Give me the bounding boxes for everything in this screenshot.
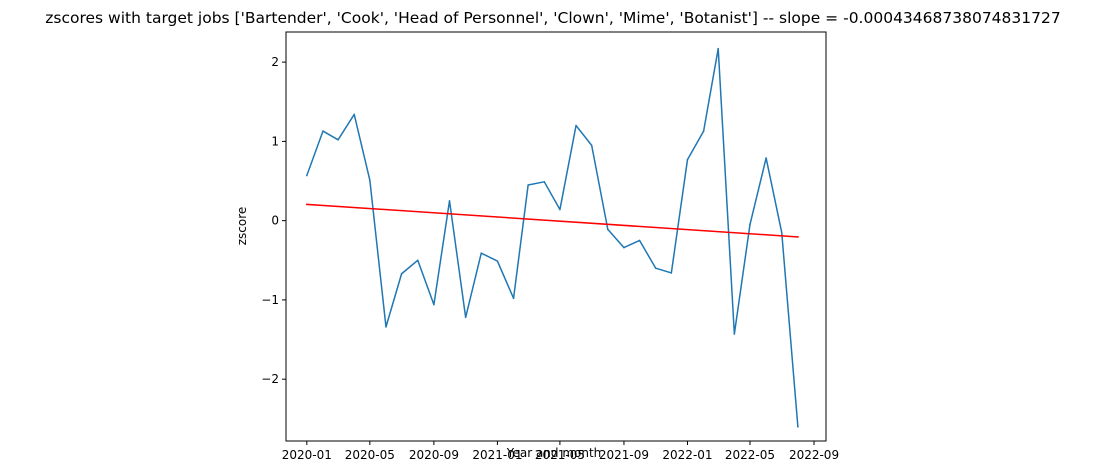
- zscore-series-line: [305, 47, 799, 428]
- zscore-data-point: [733, 333, 736, 335]
- zscore-data-point: [749, 223, 751, 226]
- zscore-data-point: [670, 272, 673, 274]
- zscore-data-point: [480, 252, 483, 254]
- y-tick-label: 1: [271, 134, 279, 148]
- x-tick-label: 2021-01: [472, 448, 522, 462]
- y-tick-label: −1: [261, 293, 279, 307]
- zscore-data-point: [400, 273, 403, 275]
- plot-frame: [285, 31, 827, 442]
- x-tick-label: 2020-09: [409, 448, 459, 462]
- x-axis-ticks: 2020-01 2020-05 2020-09 2021-01 2021-05 2021-…: [282, 441, 839, 462]
- zscore-data-point: [638, 239, 641, 242]
- trend-endpoint: [306, 203, 308, 206]
- trend-endpoint: [797, 236, 799, 238]
- zscore-data-point: [527, 184, 529, 186]
- y-tick-label: 0: [271, 214, 279, 228]
- y-tick-label: −2: [261, 372, 279, 386]
- zscore-data-point: [448, 200, 451, 202]
- zscore-data-point: [433, 303, 435, 306]
- zscore-data-point: [717, 47, 719, 50]
- x-axis-label: Year and month: [506, 446, 602, 460]
- x-tick-label: 2022-09: [789, 448, 839, 462]
- zscore-data-point: [543, 181, 546, 183]
- zscore-data-point: [797, 425, 799, 428]
- zscore-data-point: [623, 246, 625, 249]
- zscore-data-point: [385, 326, 387, 328]
- y-tick-label: 2: [271, 55, 279, 69]
- zscore-data-point: [654, 267, 657, 269]
- zscore-data-point: [607, 228, 609, 231]
- zscore-data-point: [590, 144, 593, 147]
- x-tick-label: 2021-09: [599, 448, 649, 462]
- zscore-data-point: [686, 158, 689, 161]
- zscore-data-point: [780, 231, 783, 234]
- x-tick-label: 2021-05: [535, 448, 585, 462]
- x-tick-label: 2022-05: [725, 448, 775, 462]
- zscore-data-point: [353, 113, 355, 116]
- zscore-data-point: [765, 157, 767, 159]
- chart-title: zscores with target jobs ['Bartender', '…: [45, 9, 1060, 27]
- zscore-data-point: [575, 124, 577, 127]
- x-tick-label: 2020-05: [345, 448, 395, 462]
- zscore-data-point: [306, 174, 308, 177]
- zscore-data-point: [559, 208, 561, 211]
- zscore-data-point: [337, 139, 339, 141]
- y-axis-ticks: 2 1 0 −1 −2: [261, 55, 286, 386]
- x-tick-label: 2020-01: [282, 448, 332, 462]
- zscore-data-point: [512, 297, 515, 300]
- zscore-data-point: [322, 130, 324, 132]
- zscore-data-point: [369, 179, 371, 181]
- y-axis-label: zscore: [235, 207, 249, 246]
- zscore-data-point: [702, 130, 705, 132]
- series-layer: [305, 47, 799, 428]
- zscore-data-point: [464, 316, 467, 319]
- x-tick-label: 2022-01: [662, 448, 712, 462]
- trend-line: [306, 203, 799, 238]
- plot-area: [285, 31, 827, 442]
- zscore-data-point: [417, 259, 419, 262]
- zscore-data-point: [496, 260, 499, 262]
